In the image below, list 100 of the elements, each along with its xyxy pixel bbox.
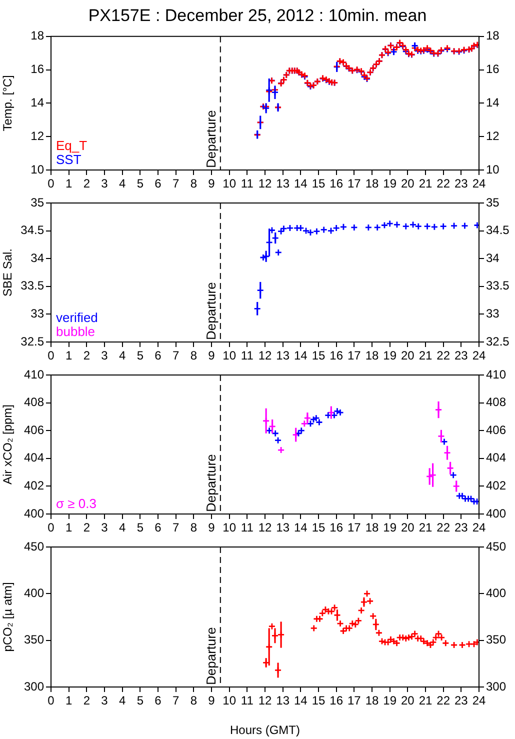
x-tick-label: 17 (347, 348, 362, 363)
x-tick-label: 2 (83, 176, 90, 191)
x-tick-label: 16 (330, 176, 344, 191)
text: Eq_T (56, 138, 88, 153)
y2-tick-label: 34 (486, 250, 500, 265)
x-tick-label: 21 (418, 348, 432, 363)
y-tick-label: 16 (30, 62, 44, 76)
x-tick-label: 5 (136, 348, 144, 363)
x-tick-label: 3 (101, 176, 108, 191)
y2-tick-label: 410 (486, 367, 506, 382)
ref-line-label: Departure (203, 627, 218, 685)
y-axis-title: Temp. [°C] (0, 75, 15, 132)
y2-tick-label: 33 (486, 306, 500, 321)
y2-tick-label: 14 (486, 96, 500, 110)
x-tick-label: 15 (312, 176, 326, 191)
y2-tick-label: 350 (486, 632, 506, 647)
x-tick-label: 23 (454, 176, 468, 191)
x-tick-label: 8 (190, 176, 198, 191)
y-axis-title: Air xCO₂ [ppm] (0, 404, 15, 485)
x-tick-label: 24 (472, 348, 486, 363)
x-tick-label: 12 (258, 520, 272, 535)
x-tick-label: 10 (222, 520, 236, 535)
x-tick-label: 21 (418, 694, 432, 708)
y-tick-label: 400 (24, 586, 44, 600)
y-tick-label: 12 (30, 128, 44, 143)
x-tick-label: 22 (436, 694, 450, 708)
y2-tick-label: 408 (486, 395, 506, 410)
y2-tick-label: 18 (486, 28, 500, 43)
y-tick-label: 300 (24, 679, 44, 694)
y-tick-label: 406 (24, 422, 44, 437)
y-axis-title: SBE Sal. (0, 248, 15, 297)
y2-tick-label: 406 (486, 422, 506, 437)
x-tick-label: 24 (472, 694, 486, 708)
x-tick-label: 3 (101, 348, 108, 363)
x-tick-label: 1 (65, 348, 72, 363)
x-tick-label: 9 (208, 176, 216, 191)
x-tick-label: 2 (83, 694, 90, 708)
x-tick-label: 6 (154, 176, 162, 191)
x-tick-label: 6 (154, 694, 162, 708)
x-tick-label: 12 (258, 694, 272, 708)
x-tick-label: 11 (240, 694, 254, 708)
text: verified (56, 310, 98, 325)
y2-tick-label: 33.5 (486, 278, 510, 293)
y2-tick-label: 404 (486, 450, 506, 465)
x-tick-label: 13 (276, 694, 290, 708)
x-tick-label: 2 (83, 348, 90, 363)
x-tick-label: 10 (222, 348, 236, 363)
x-tick-label: 0 (48, 176, 55, 191)
x-tick-label: 1 (65, 694, 72, 708)
x-tick-label: 18 (365, 694, 379, 708)
x-tick-label: 23 (454, 694, 468, 708)
x-tick-label: 23 (454, 348, 468, 363)
y-tick-label: 400 (24, 506, 44, 520)
x-tick-label: 7 (172, 520, 180, 535)
x-tick-label: 24 (472, 520, 486, 535)
y2-tick-label: 34.5 (486, 223, 510, 238)
y-tick-label: 18 (30, 28, 44, 43)
x-tick-label: 24 (472, 176, 486, 191)
x-tick-label: 22 (436, 176, 450, 191)
y2-tick-label: 32.5 (486, 334, 510, 348)
y2-tick-label: 402 (486, 478, 506, 493)
x-tick-label: 18 (365, 520, 379, 535)
x-tick-label: 14 (294, 520, 308, 535)
x-tick-label: 20 (400, 694, 415, 708)
x-tick-label: 4 (118, 348, 126, 363)
x-tick-label: 19 (383, 694, 397, 708)
x-tick-label: 11 (240, 520, 254, 535)
y-tick-label: 450 (24, 539, 44, 554)
x-tick-label: 5 (136, 520, 144, 535)
x-tick-label: 15 (312, 694, 326, 708)
x-tick-label: 20 (400, 176, 415, 191)
y-tick-label: 32.5 (20, 334, 44, 348)
x-tick-label: 4 (118, 520, 126, 535)
x-tick-label: 2 (83, 520, 90, 535)
y2-tick-label: 12 (486, 128, 500, 143)
x-tick-label: 8 (190, 348, 198, 363)
x-tick-label: 8 (190, 520, 198, 535)
x-tick-label: 17 (347, 520, 362, 535)
x-tick-label: 5 (136, 694, 144, 708)
x-tick-label: 8 (190, 694, 198, 708)
y2-tick-label: 400 (486, 586, 506, 600)
text: σ ≥ 0.3 (56, 496, 96, 511)
x-tick-label: 3 (101, 520, 108, 535)
x-tick-label: 7 (172, 176, 180, 191)
x-tick-label: 17 (347, 694, 362, 708)
x-axis-title: Hours (GMT) (230, 723, 300, 738)
x-tick-label: 1 (65, 176, 72, 191)
x-tick-label: 23 (454, 520, 468, 535)
y2-tick-label: 450 (486, 539, 506, 554)
chart-title: PX157E : December 25, 2012 : 10min. mean (88, 6, 427, 25)
x-tick-label: 4 (118, 176, 126, 191)
y-tick-label: 350 (24, 632, 44, 647)
x-tick-label: 12 (258, 348, 272, 363)
y-tick-label: 404 (24, 450, 44, 465)
x-tick-label: 20 (400, 348, 415, 363)
x-tick-label: 18 (365, 176, 379, 191)
x-tick-label: 18 (365, 348, 379, 363)
y-tick-label: 33.5 (20, 278, 44, 293)
y-tick-label: 14 (30, 96, 44, 110)
x-tick-label: 19 (383, 348, 397, 363)
